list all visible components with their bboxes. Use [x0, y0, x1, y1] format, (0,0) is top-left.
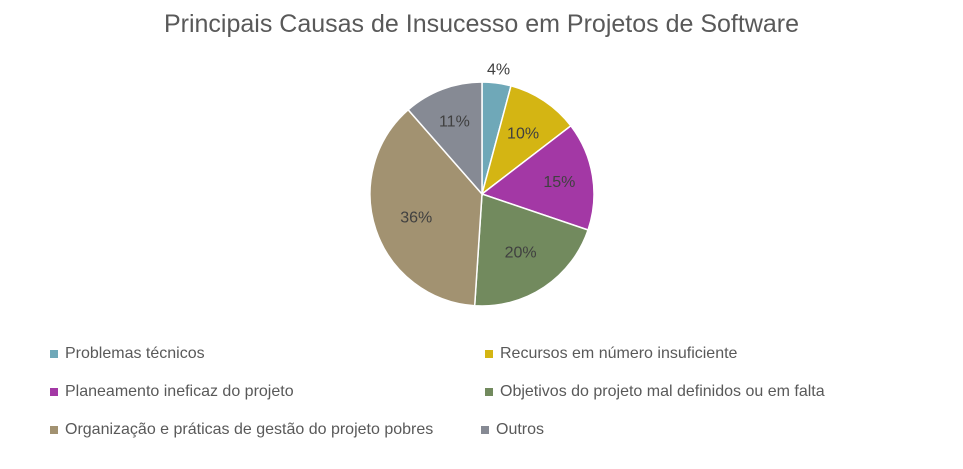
legend-swatch: [50, 350, 58, 358]
pie-slice: [473, 192, 590, 307]
legend-item: Problemas técnicos: [50, 345, 205, 363]
pie-slice: [369, 108, 483, 307]
legend-swatch: [481, 426, 489, 434]
data-label: 4%: [487, 62, 510, 79]
data-label: 36%: [400, 209, 432, 226]
pie-slice: [407, 81, 483, 196]
legend-label: Outros: [496, 421, 545, 438]
legend-label: Organização e práticas de gestão do proj…: [65, 421, 434, 438]
pie-slice: [480, 124, 595, 231]
legend-label: Problemas técnicos: [65, 345, 205, 362]
chart-title: Principais Causas de Insucesso em Projet…: [163, 10, 800, 38]
data-label: 15%: [543, 174, 575, 191]
data-label: 11%: [439, 114, 470, 131]
legend-swatch: [50, 426, 58, 434]
legend-swatch: [485, 350, 493, 358]
legend-item: Outros: [481, 421, 544, 439]
data-label: 10%: [507, 126, 539, 143]
data-label: 20%: [505, 245, 537, 262]
legend-item: Organização e práticas de gestão do proj…: [50, 421, 433, 439]
pie-slice: [480, 84, 572, 196]
legend-item: Planeamento ineficaz do projeto: [50, 383, 294, 401]
legend-item: Recursos em número insuficiente: [485, 345, 737, 363]
legend-item: Objetivos do projeto mal definidos ou em…: [485, 383, 825, 401]
legend-swatch: [50, 388, 58, 396]
legend-label: Planeamento ineficaz do projeto: [65, 383, 294, 400]
legend-label: Recursos em número insuficiente: [500, 345, 738, 362]
legend-label: Objetivos do projeto mal definidos ou em…: [500, 383, 825, 400]
legend-swatch: [485, 388, 493, 396]
